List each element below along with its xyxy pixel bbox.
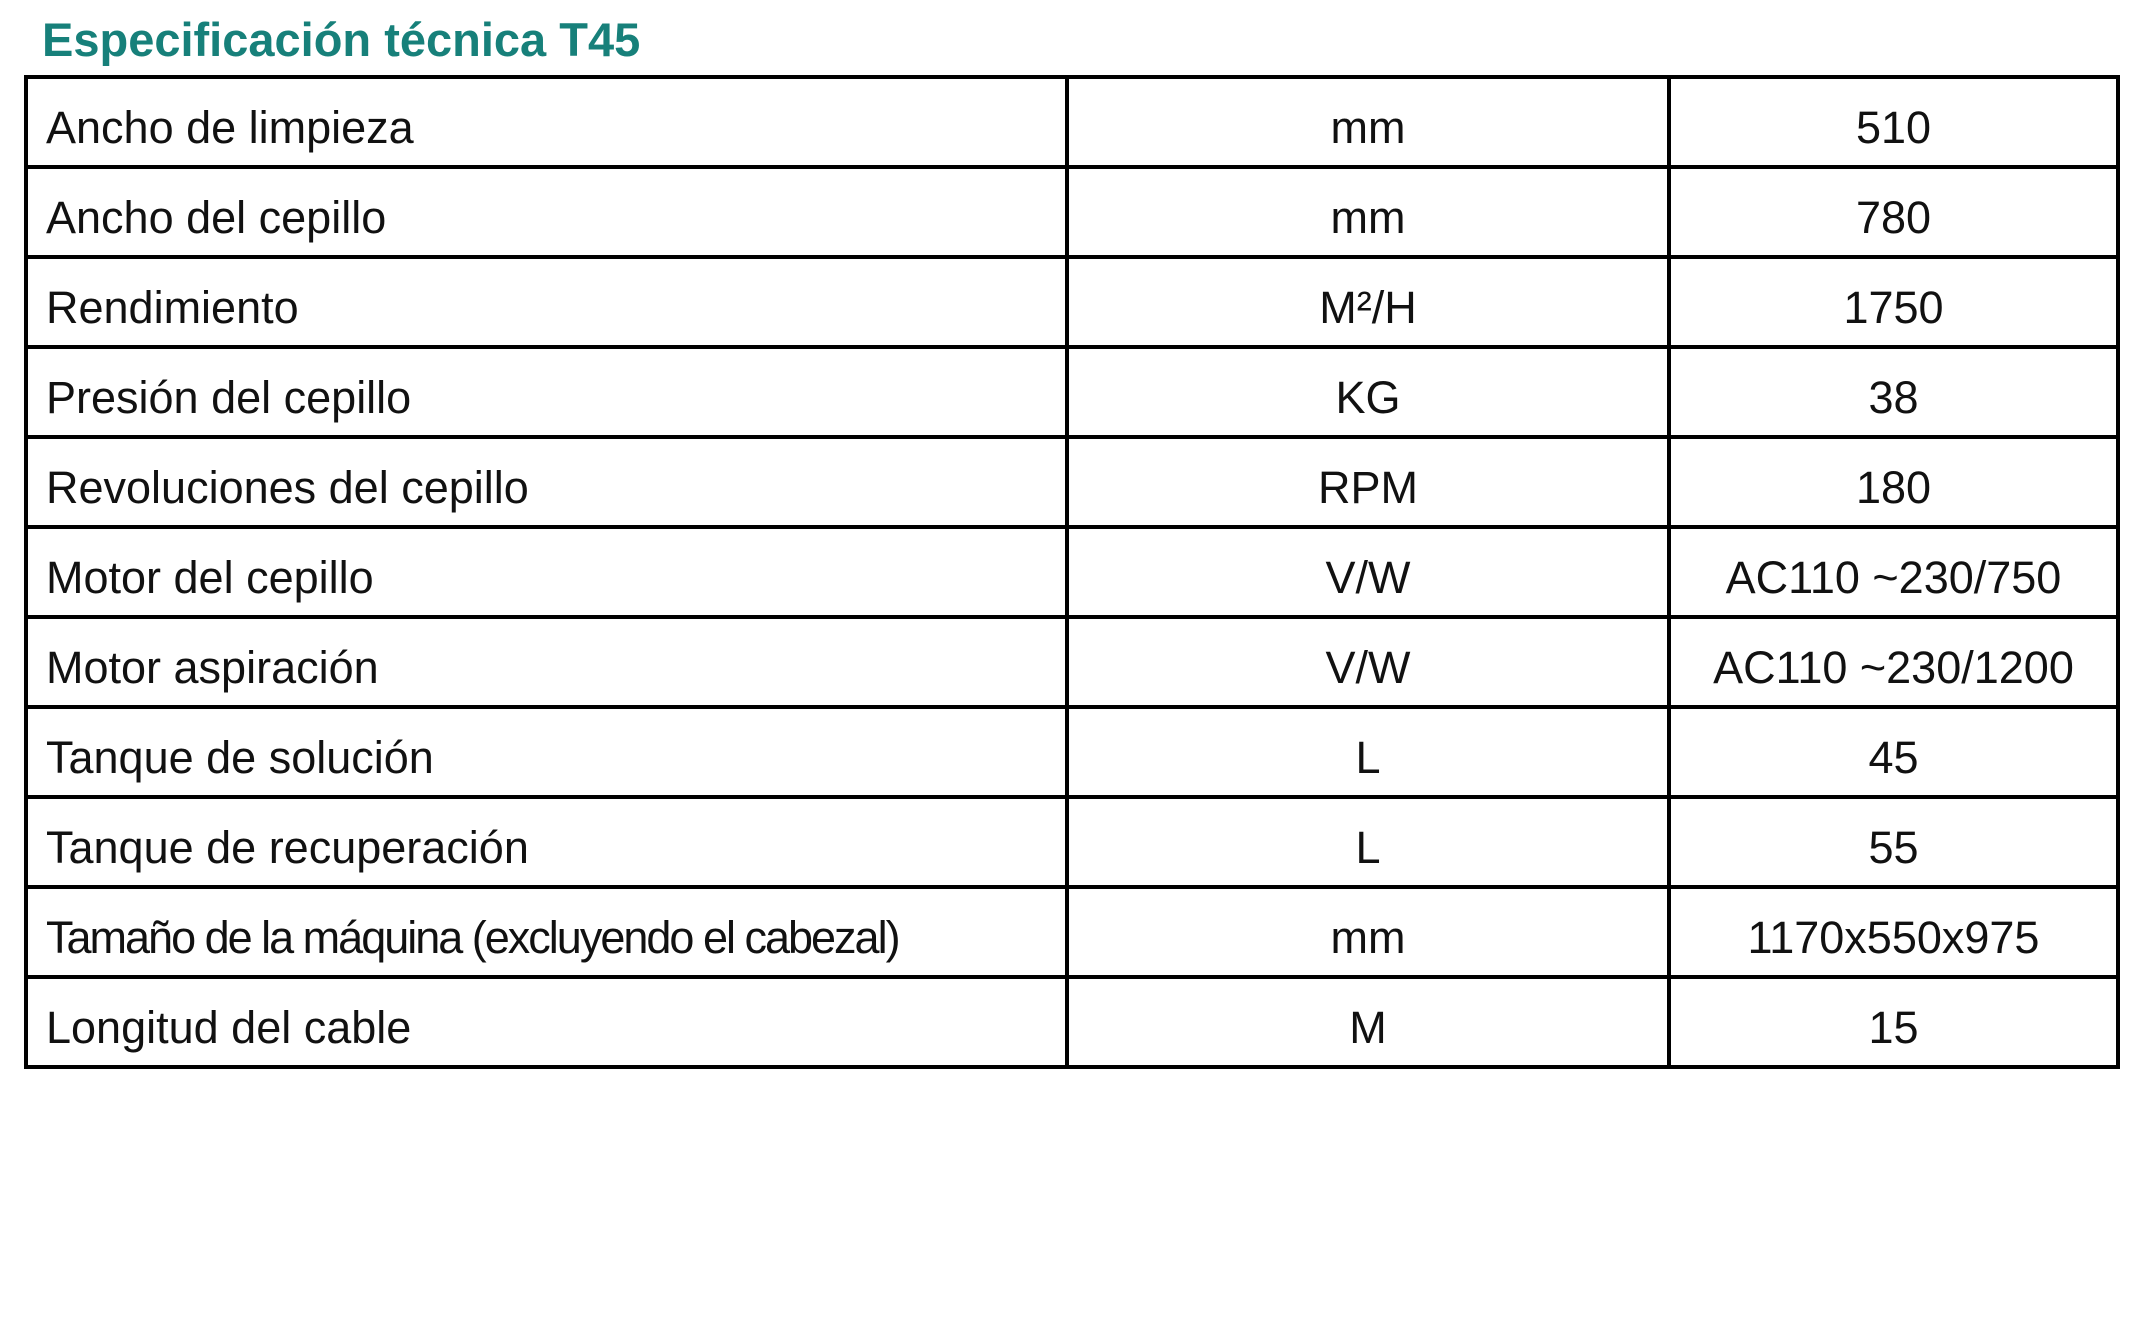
spec-value: 45 xyxy=(1667,705,2120,799)
spec-unit: RPM xyxy=(1065,435,1671,529)
spec-name: Tanque de recuperación xyxy=(24,795,1069,889)
table-row: Rendimiento M²/H 1750 xyxy=(24,255,2120,349)
spec-unit: L xyxy=(1065,705,1671,799)
spec-unit: mm xyxy=(1065,75,1671,169)
spec-name: Ancho de limpieza xyxy=(24,75,1069,169)
spec-name: Ancho del cepillo xyxy=(24,165,1069,259)
table-row: Ancho de limpieza mm 510 xyxy=(24,75,2120,169)
table-row: Ancho del cepillo mm 780 xyxy=(24,165,2120,259)
spec-name: Longitud del cable xyxy=(24,975,1069,1069)
table-row: Revoluciones del cepillo RPM 180 xyxy=(24,435,2120,529)
spec-name: Tamaño de la máquina (excluyendo el cabe… xyxy=(24,885,1069,979)
spec-unit: mm xyxy=(1065,885,1671,979)
spec-value: 510 xyxy=(1667,75,2120,169)
spec-name: Rendimiento xyxy=(24,255,1069,349)
spec-unit: M xyxy=(1065,975,1671,1069)
spec-value: 180 xyxy=(1667,435,2120,529)
spec-name: Motor del cepillo xyxy=(24,525,1069,619)
spec-name: Presión del cepillo xyxy=(24,345,1069,439)
spec-table: Ancho de limpieza mm 510 Ancho del cepillo m… xyxy=(24,75,2120,1069)
table-row: Tamaño de la máquina (excluyendo el cabe… xyxy=(24,885,2120,979)
spec-unit: L xyxy=(1065,795,1671,889)
table-row: Tanque de solución L 45 xyxy=(24,705,2120,799)
spec-name: Motor aspiración xyxy=(24,615,1069,709)
spec-unit: M²/H xyxy=(1065,255,1671,349)
spec-value: 55 xyxy=(1667,795,2120,889)
spec-value: 780 xyxy=(1667,165,2120,259)
table-row: Motor aspiración V/W AC110 ~230/1200 xyxy=(24,615,2120,709)
table-row: Longitud del cable M 15 xyxy=(24,975,2120,1069)
table-row: Presión del cepillo KG 38 xyxy=(24,345,2120,439)
spec-value: 15 xyxy=(1667,975,2120,1069)
table-row: Motor del cepillo V/W AC110 ~230/750 xyxy=(24,525,2120,619)
spec-value: AC110 ~230/1200 xyxy=(1667,615,2120,709)
spec-unit: KG xyxy=(1065,345,1671,439)
spec-unit: V/W xyxy=(1065,525,1671,619)
spec-name: Tanque de solución xyxy=(24,705,1069,799)
spec-value: 1170x550x975 xyxy=(1667,885,2120,979)
page-title: Especificación técnica T45 xyxy=(42,13,641,66)
spec-unit: mm xyxy=(1065,165,1671,259)
spec-name: Revoluciones del cepillo xyxy=(24,435,1069,529)
table-row: Tanque de recuperación L 55 xyxy=(24,795,2120,889)
spec-value: AC110 ~230/750 xyxy=(1667,525,2120,619)
spec-value: 38 xyxy=(1667,345,2120,439)
spec-unit: V/W xyxy=(1065,615,1671,709)
spec-value: 1750 xyxy=(1667,255,2120,349)
